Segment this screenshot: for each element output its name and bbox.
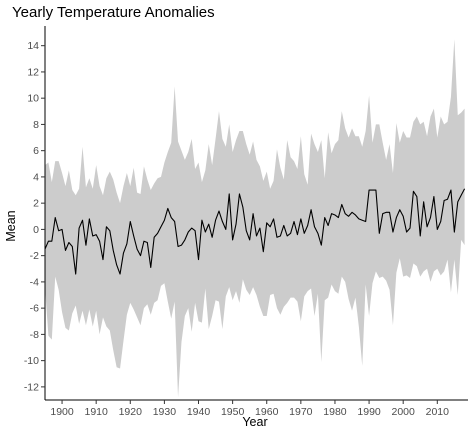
plot-area	[44, 39, 466, 398]
confidence-band	[45, 39, 465, 398]
y-tick-label: -2	[30, 250, 39, 262]
mean-line	[44, 188, 466, 275]
x-tick-label: 1990	[357, 406, 381, 418]
chart-title: Yearly Temperature Anomalies	[12, 4, 215, 21]
x-axis-title: Year	[242, 415, 267, 429]
x-axis-ticks: 1900 1910 1920 1930 1940 1950 1960 1970 1980 1990…	[50, 400, 449, 418]
y-axis-title: Mean	[4, 210, 18, 241]
y-tick-label: -8	[30, 329, 39, 341]
x-tick-label: 1900	[50, 406, 74, 418]
x-tick-label: 2010	[426, 406, 450, 418]
x-tick-label: 1940	[187, 406, 211, 418]
y-tick-label: 6	[33, 145, 39, 157]
y-tick-label: 2	[33, 198, 39, 210]
x-tick-label: 2000	[392, 406, 416, 418]
y-tick-label: 0	[33, 224, 39, 236]
x-tick-label: 1930	[153, 406, 177, 418]
y-tick-label: 10	[27, 93, 39, 105]
y-tick-label: 4	[33, 171, 39, 183]
y-tick-label: 12	[27, 66, 39, 78]
y-tick-label: -4	[30, 276, 39, 288]
y-tick-label: -12	[24, 381, 39, 393]
x-tick-label: 1950	[221, 406, 245, 418]
y-tick-label: 8	[33, 119, 39, 131]
y-tick-label: -6	[30, 303, 39, 315]
x-tick-label: 1920	[119, 406, 143, 418]
x-tick-label: 1910	[84, 406, 108, 418]
y-tick-label: -10	[24, 355, 39, 367]
y-axis-ticks: -12 -10 -8 -6 -4 -2 0 2 4 6 8 10 12 14	[24, 40, 45, 393]
x-tick-label: 1970	[289, 406, 313, 418]
x-tick-label: 1960	[255, 406, 279, 418]
x-tick-label: 1980	[323, 406, 347, 418]
y-tick-label: 14	[27, 40, 39, 52]
